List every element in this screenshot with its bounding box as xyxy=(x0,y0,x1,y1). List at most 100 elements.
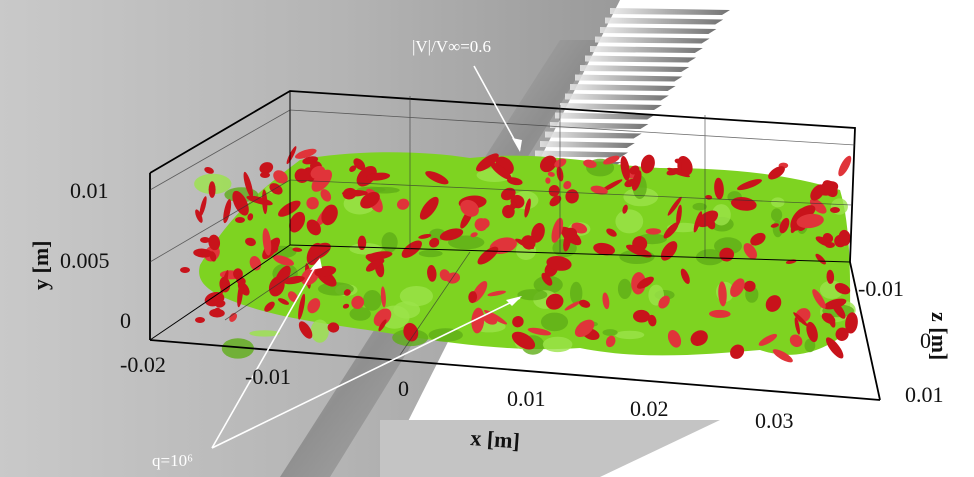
y-tick-label: 0.01 xyxy=(70,178,109,203)
q-criterion-vortex xyxy=(562,227,578,241)
q-criterion-vortex xyxy=(378,319,387,332)
trailing-edge-fin xyxy=(555,112,656,120)
q-criterion-vortex xyxy=(714,177,724,200)
q-criterion-vortex xyxy=(287,291,298,303)
annotation-arrowheads xyxy=(310,138,522,306)
q-criterion-vortex xyxy=(446,272,461,284)
q-criterion-vortex xyxy=(770,223,779,228)
q-criterion-vortex xyxy=(429,237,440,248)
q-criterion-vortex xyxy=(262,228,272,256)
q-criterion-vortex xyxy=(223,199,232,224)
q-criterion-vortex xyxy=(193,248,213,258)
q-criterion-vortex xyxy=(697,210,719,228)
q-criterion-vortex xyxy=(737,179,762,191)
trailing-edge-fin xyxy=(580,65,690,72)
q-criterion-vortex xyxy=(483,314,498,325)
q-criterion-vortex xyxy=(511,331,536,350)
q-criterion-vortex xyxy=(487,290,506,297)
q-criterion-vortex xyxy=(548,185,560,197)
q-criterion-vortex xyxy=(468,291,478,304)
q-criterion-vortex xyxy=(195,317,205,323)
q-criterion-vortex xyxy=(676,204,682,226)
q-criterion-vortex xyxy=(310,165,326,179)
q-criterion-vortex xyxy=(789,334,803,348)
q-criterion-vortex xyxy=(647,314,657,327)
x-axis-ticks: -0.02 -0.01 0 0.01 0.02 0.03 xyxy=(120,352,794,433)
q-criterion-vortex xyxy=(574,319,595,337)
q-criterion-vortex xyxy=(320,189,332,202)
q-criterion-vortex xyxy=(645,228,662,235)
trailing-edge-fin xyxy=(610,8,730,15)
q-criterion-vortex xyxy=(220,270,229,295)
q-criterion-vortex xyxy=(286,146,297,165)
q-criterion-vortex xyxy=(353,158,366,171)
trailing-edge-fin xyxy=(540,141,635,148)
q-criterion-vortex xyxy=(235,217,245,223)
q-criterion-vortex xyxy=(602,292,610,310)
q-criterion-vortex xyxy=(360,191,380,209)
q-criterion-vortex xyxy=(826,269,835,284)
q-criterion-vortex xyxy=(237,280,244,308)
x-tick-label: 0 xyxy=(398,376,409,401)
q-criterion-vortex xyxy=(809,198,827,214)
q-criterion-vortex xyxy=(825,337,844,359)
z-tick-label: 0.01 xyxy=(905,382,944,407)
x-tick-label: -0.01 xyxy=(245,364,291,389)
velocity-isosurface-lobe xyxy=(381,232,398,253)
q-criterion-vortex xyxy=(796,213,824,229)
trailing-edge-fin xyxy=(545,131,642,139)
q-criterion-vortex xyxy=(539,155,557,173)
q-criterion-vortex xyxy=(380,286,386,308)
q-criterion-vortex xyxy=(365,251,393,261)
q-criterion-vortex xyxy=(366,172,391,181)
q-criterion-vortex xyxy=(273,170,288,184)
velocity-isosurface-lobe xyxy=(615,209,644,234)
q-criterion-vortex xyxy=(531,222,545,243)
q-criterion-vortex xyxy=(563,180,572,190)
velocity-isosurface-lobe xyxy=(615,330,645,340)
q-criterion-vortex xyxy=(606,228,617,237)
velocity-isosurface-lobe xyxy=(692,202,707,211)
q-criterion-vortex xyxy=(631,170,642,191)
x-tick-label: 0.02 xyxy=(630,396,669,421)
q-criterion-vortex xyxy=(289,211,306,233)
q-criterion-vortex xyxy=(306,196,319,210)
q-criterion-vortex xyxy=(600,179,623,192)
velocity-isosurface-lobe xyxy=(310,319,329,343)
q-criterion-vortex xyxy=(772,349,793,363)
q-criterion-vortex xyxy=(439,228,464,241)
q-criterion-vortex xyxy=(812,289,826,309)
q-criterion-vortex xyxy=(275,265,291,287)
q-criterion-vortex xyxy=(273,255,294,266)
q-criterion-vortex xyxy=(718,281,727,307)
q-criterion-vortex xyxy=(821,312,836,324)
q-criterion-vortex xyxy=(636,276,654,289)
q-criterion-vortex xyxy=(507,177,523,186)
q-criterion-vortex xyxy=(373,308,392,327)
q-criterion-vortex xyxy=(321,204,338,226)
velocity-isosurface-lobe xyxy=(771,197,785,208)
q-criterion-vortex xyxy=(590,185,608,195)
q-criterion-vortex xyxy=(260,172,270,178)
q-criterion-vortex xyxy=(247,213,254,221)
q-criterion-vortex xyxy=(593,242,615,256)
q-criterion-vortex xyxy=(845,312,858,334)
q-isosurface-label: q=10⁶ xyxy=(152,451,193,470)
q-criterion-vortex xyxy=(667,330,682,348)
z-axis-label: z [m] xyxy=(927,312,952,360)
q-criterion-vortex xyxy=(307,242,331,261)
q-criterion-vortex xyxy=(603,155,620,165)
y-axis-ticks: 0.01 0.005 0 xyxy=(60,178,131,333)
q-criterion-vortex xyxy=(825,242,835,248)
q-criterion-vortex xyxy=(294,168,310,183)
trailing-edge-fin xyxy=(605,17,724,25)
trailing-edge-fin xyxy=(565,93,669,101)
q-criterion-vortex xyxy=(835,327,849,341)
q-criterion-vortex xyxy=(667,196,682,216)
q-criterion-vortex xyxy=(815,253,826,265)
q-criterion-vortex xyxy=(583,159,597,168)
q-criterion-vortex xyxy=(633,309,650,323)
trailing-edge-fin xyxy=(550,122,649,129)
q-criterion-vortex xyxy=(365,259,382,272)
q-criterion-vortex xyxy=(624,178,637,188)
